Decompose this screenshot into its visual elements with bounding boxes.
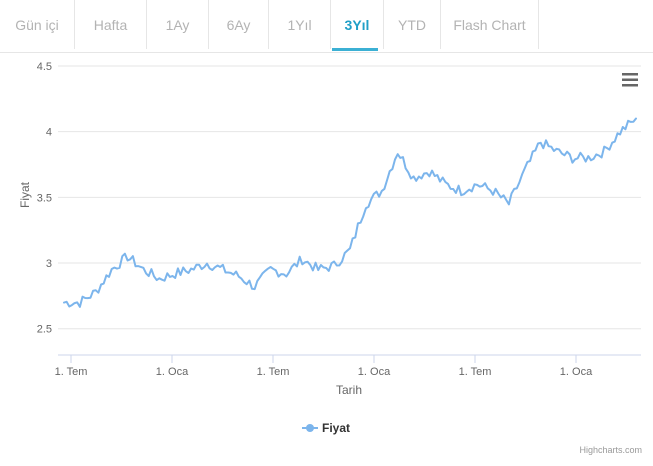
y-axis-labels: 2.5 3 3.5 4 4.5 — [37, 61, 52, 336]
hamburger-menu-icon[interactable] — [618, 70, 642, 90]
x-tick-label: 1. Oca — [156, 366, 189, 378]
tab-flash-chart[interactable]: Flash Chart — [441, 0, 539, 49]
credits-link[interactable]: Highcharts.com — [579, 445, 642, 455]
x-axis-ticks — [70, 355, 577, 363]
x-tick-label: 1. Tem — [55, 366, 88, 378]
chart-grid — [58, 65, 641, 330]
x-tick-label: 1. Oca — [560, 366, 593, 378]
price-chart: 2.533.544.5 1. Tem 1. Oca 1. Tem 1. Oca 1. T… — [18, 61, 642, 455]
y-tick-label: 3 — [46, 258, 52, 270]
tab-intraday[interactable]: Gün içi — [0, 0, 75, 49]
x-tick-label: 1. Oca — [358, 366, 391, 378]
y-tick-label: 3.5 — [37, 192, 52, 204]
tab-1-year[interactable]: 1Yıl — [269, 0, 331, 49]
x-axis-title: Tarih — [336, 383, 362, 397]
x-tick-label: 1. Tem — [459, 366, 492, 378]
tab-6-months[interactable]: 6Ay — [209, 0, 269, 49]
range-tab-bar: Gün içi Hafta 1Ay 6Ay 1Yıl 3Yıl YTD Flas… — [0, 0, 653, 53]
active-tab-indicator — [332, 48, 378, 51]
y-tick-label: 4.5 — [37, 61, 52, 73]
legend-label: Fiyat — [322, 421, 350, 435]
x-axis-labels: 1. Tem 1. Oca 1. Tem 1. Oca 1. Tem 1. Oca — [55, 366, 593, 378]
legend-item-fiyat[interactable]: Fiyat — [302, 421, 350, 435]
tab-ytd[interactable]: YTD — [384, 0, 441, 49]
y-tick-label: 4 — [46, 127, 52, 139]
tab-1-month[interactable]: 1Ay — [147, 0, 209, 49]
series-line-fiyat — [63, 117, 637, 308]
y-tick-label: 2.5 — [37, 324, 52, 336]
y-axis-title: Fiyat — [18, 181, 32, 208]
legend-marker — [306, 424, 314, 432]
tab-week[interactable]: Hafta — [75, 0, 147, 49]
tab-3-years[interactable]: 3Yıl — [331, 0, 384, 49]
x-tick-label: 1. Tem — [257, 366, 290, 378]
